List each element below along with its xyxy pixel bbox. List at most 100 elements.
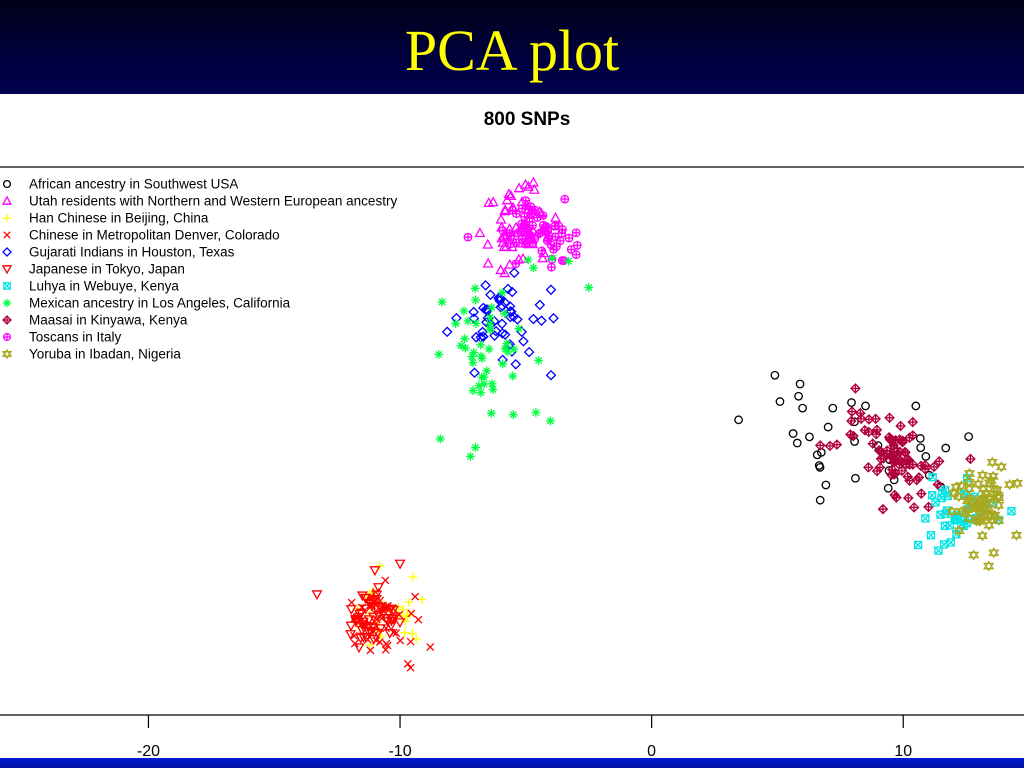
- data-point: [874, 462, 886, 473]
- data-point: [389, 612, 401, 623]
- data-point: [434, 349, 444, 359]
- data-point: [566, 245, 576, 254]
- data-point: [536, 315, 547, 326]
- data-point: [794, 391, 803, 401]
- data-point: [515, 237, 527, 248]
- data-point: [403, 659, 412, 668]
- data-point: [417, 595, 427, 604]
- legend-item: Chinese in Metropolitan Denver, Colorado: [3, 228, 280, 243]
- data-point: [402, 612, 412, 621]
- data-point: [974, 495, 986, 507]
- data-point: [386, 616, 398, 627]
- data-point: [466, 451, 475, 461]
- legend-item: Toscans in Italy: [2, 330, 122, 345]
- data-point: [385, 604, 397, 615]
- data-point: [503, 188, 515, 199]
- data-point: [977, 469, 989, 481]
- data-point: [584, 283, 594, 292]
- data-point: [353, 643, 365, 654]
- data-point: [873, 441, 883, 450]
- data-point: [945, 521, 955, 530]
- data-point: [513, 253, 525, 264]
- data-point: [549, 244, 558, 254]
- legend: African ancestry in Southwest USA Utah re…: [1, 177, 397, 362]
- data-point: [502, 283, 514, 295]
- data-point: [369, 566, 381, 577]
- data-point: [476, 351, 486, 361]
- data-point: [497, 328, 508, 339]
- data-point: [775, 397, 785, 406]
- data-point: [516, 196, 528, 207]
- data-point: [408, 572, 418, 582]
- data-point: [555, 236, 565, 246]
- data-point: [523, 346, 535, 358]
- x-tick-label: 0: [647, 743, 656, 758]
- data-point: [963, 483, 975, 495]
- slide-bottom-bar: [0, 758, 1024, 768]
- data-point: [983, 560, 995, 572]
- data-point: [507, 201, 519, 212]
- data-point: [847, 398, 856, 407]
- data-point: [468, 358, 478, 368]
- data-point: [895, 420, 906, 432]
- data-point: [345, 621, 357, 632]
- data-point: [426, 643, 435, 652]
- data-point: [883, 483, 893, 493]
- data-point: [871, 424, 883, 436]
- data-point: [476, 388, 486, 397]
- data-point: [571, 228, 581, 238]
- legend-item: Japanese in Tokyo, Japan: [1, 262, 185, 277]
- data-point: [953, 491, 965, 503]
- data-point: [934, 546, 943, 555]
- data-point: [531, 408, 541, 417]
- data-point: [510, 358, 522, 370]
- data-point: [355, 633, 367, 644]
- data-point: [550, 232, 560, 242]
- data-point: [538, 247, 550, 258]
- data-point: [792, 438, 802, 448]
- data-point: [411, 592, 420, 601]
- data-point: [437, 297, 447, 307]
- data-point: [493, 292, 504, 304]
- data-point: [345, 630, 357, 640]
- data-point: [903, 454, 915, 466]
- data-point: [502, 339, 512, 349]
- data-point: [522, 180, 534, 191]
- legend-item: Utah residents with Northern and Western…: [1, 194, 397, 209]
- data-point: [367, 612, 379, 623]
- data-point: [798, 403, 807, 413]
- data-point: [545, 284, 557, 296]
- data-point: [496, 318, 508, 330]
- slide-title-bar: PCA plot: [0, 0, 1024, 94]
- data-point: [828, 403, 838, 413]
- data-point: [911, 401, 921, 411]
- data-point: [770, 370, 780, 380]
- data-point: [980, 503, 992, 515]
- data-point: [369, 628, 381, 639]
- chart-svg: 800 SNPs -20 -10 0 10 African ancestry in S…: [0, 109, 1024, 760]
- data-point: [884, 434, 896, 445]
- data-point: [517, 219, 529, 230]
- legend-item: Mexican ancestry in Los Angeles, Califor…: [3, 296, 291, 311]
- data-point: [564, 256, 574, 266]
- data-point: [992, 490, 1005, 502]
- legend-label: Utah residents with Northern and Western…: [29, 194, 397, 209]
- legend-item: Maasai in Kinyawa, Kenya: [2, 313, 188, 328]
- data-point: [851, 473, 860, 483]
- data-point: [451, 319, 461, 328]
- data-point: [408, 629, 417, 638]
- data-point: [347, 598, 356, 607]
- legend-marker: [2, 247, 12, 257]
- data-point: [965, 453, 976, 465]
- data-point: [897, 436, 908, 448]
- data-point: [846, 406, 858, 417]
- data-point: [477, 326, 488, 338]
- data-point: [499, 204, 511, 214]
- data-point: [506, 286, 518, 298]
- data-point: [366, 646, 375, 655]
- legend-item: African ancestry in Southwest USA: [2, 177, 238, 192]
- data-point: [404, 597, 414, 607]
- data-point: [406, 663, 415, 672]
- data-point: [368, 596, 380, 607]
- x-tick-label: 10: [894, 743, 912, 758]
